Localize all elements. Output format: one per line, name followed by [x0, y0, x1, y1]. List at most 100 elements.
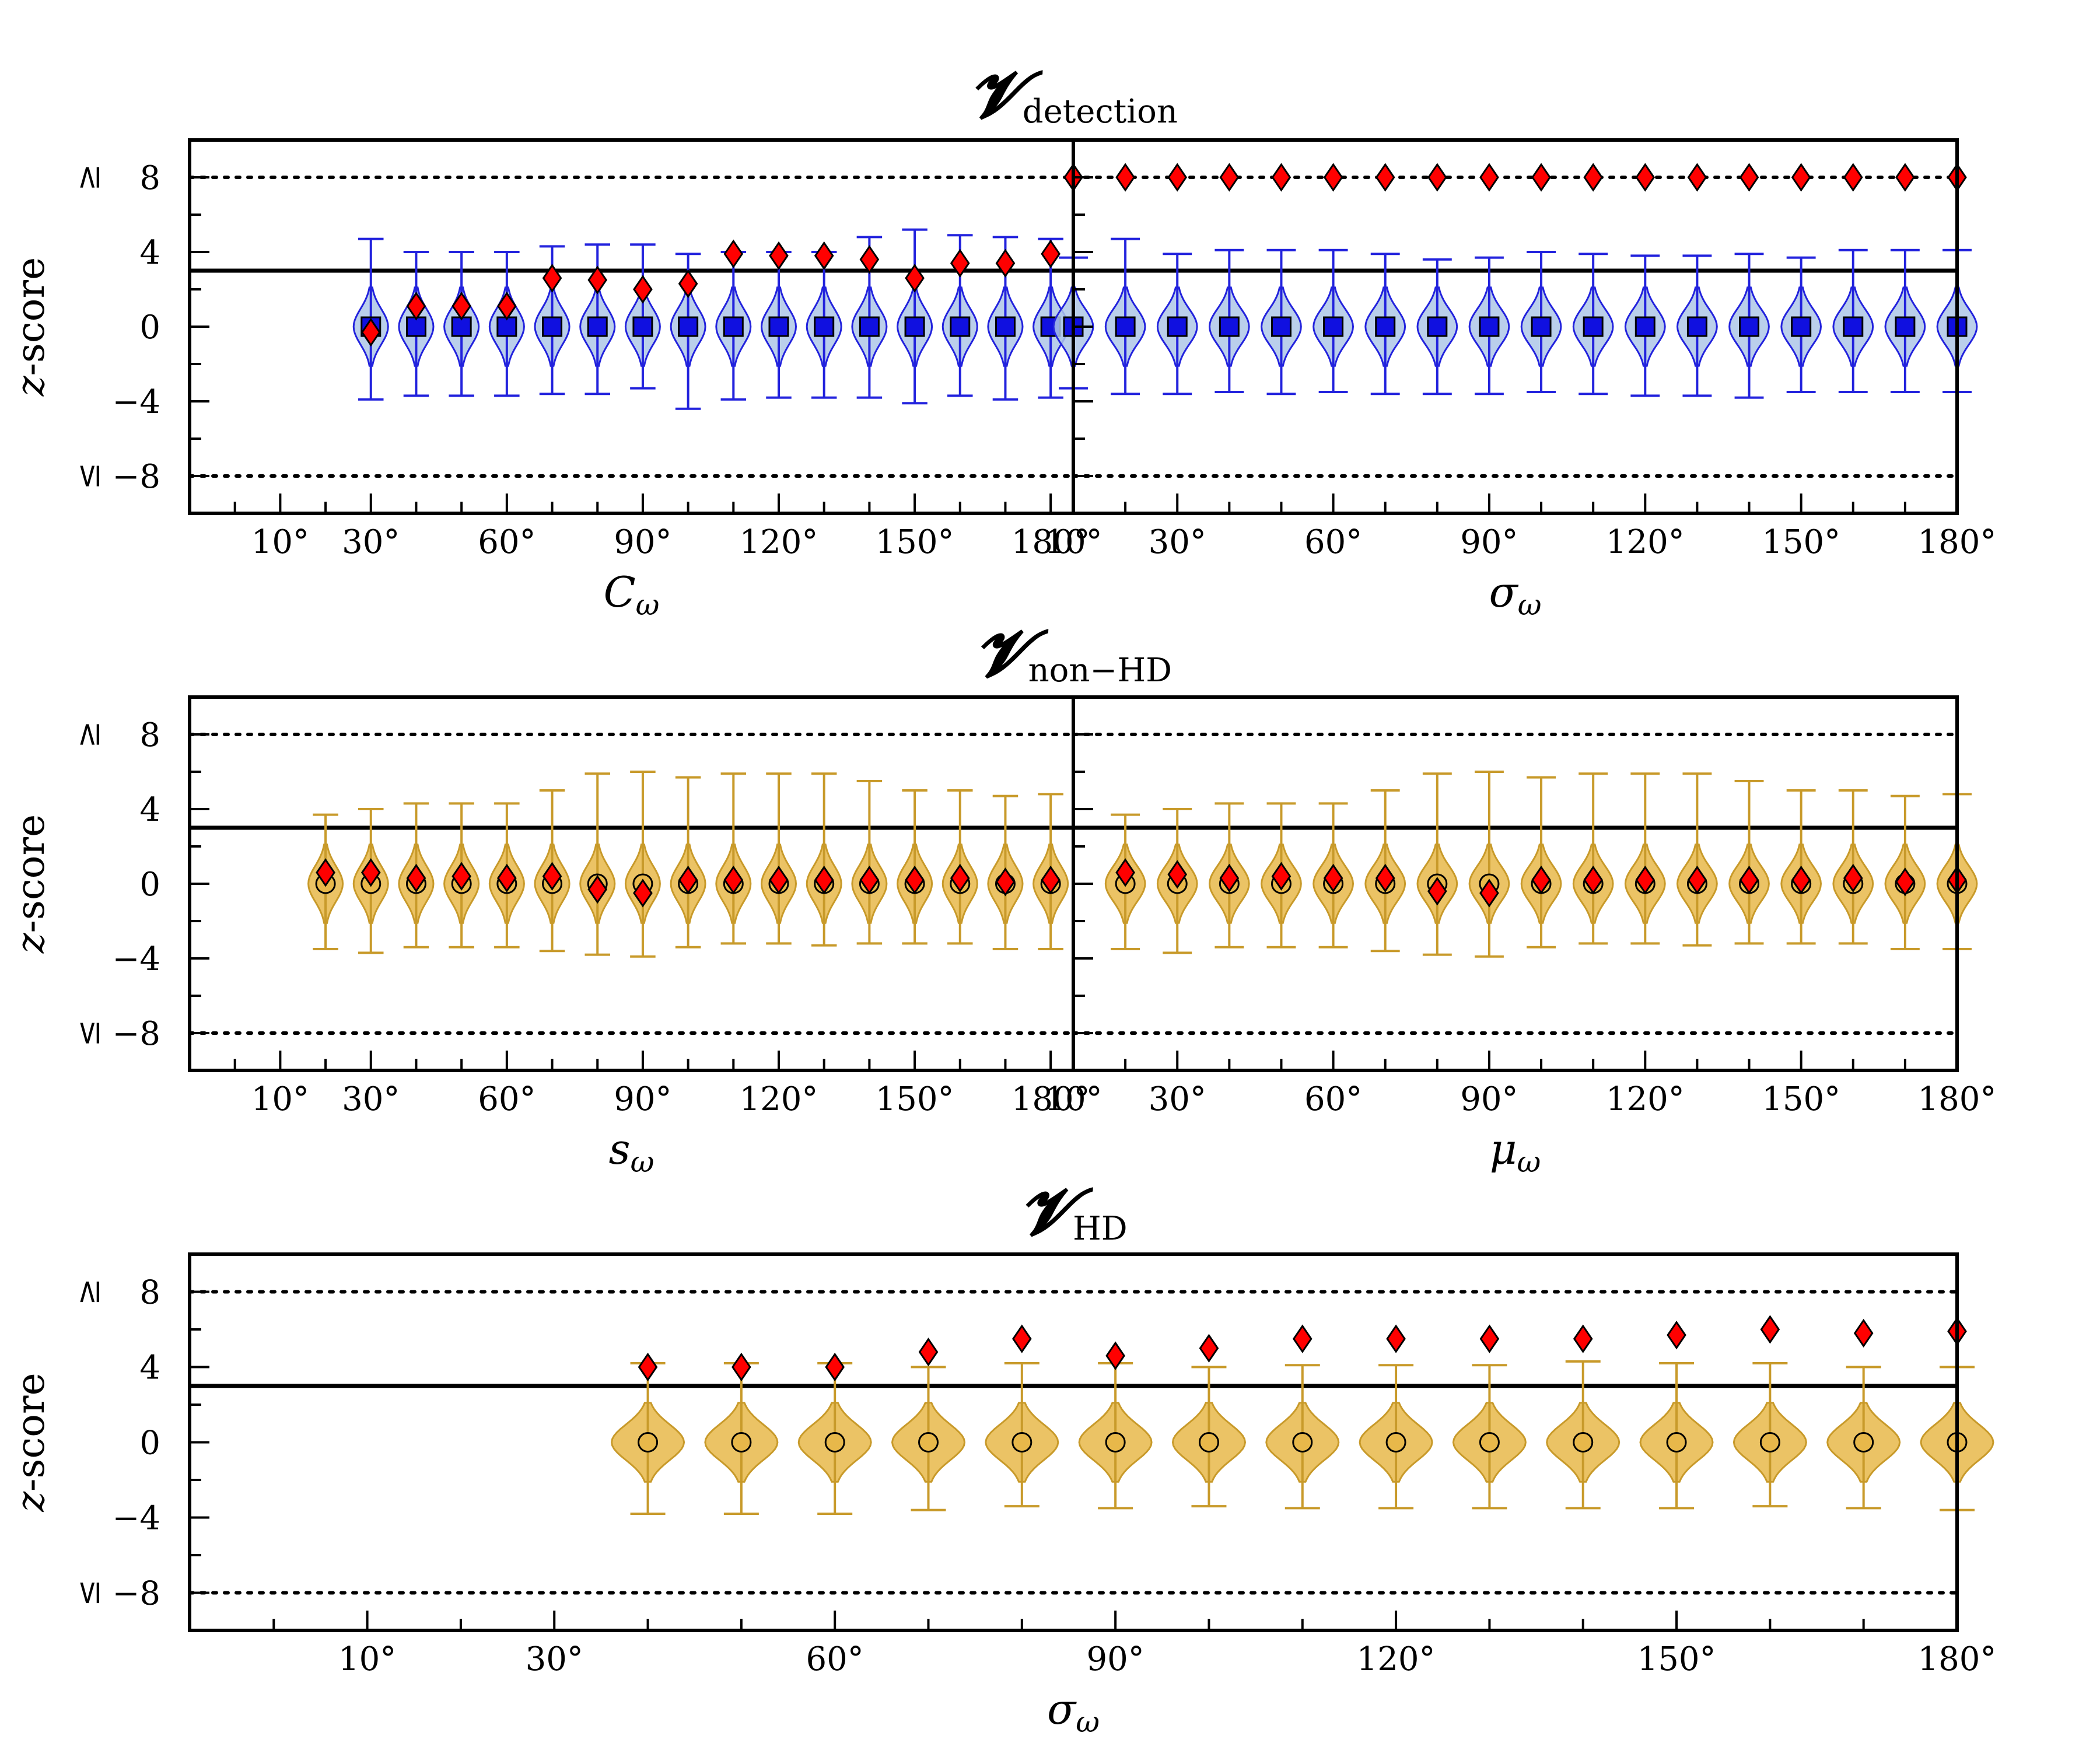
panel-nonhd-right: 10° 30° 60° 90° 120° 150° 180° μω — [1044, 695, 1996, 1179]
null-median-marker — [1479, 1432, 1500, 1452]
violin-80 — [1416, 163, 1458, 396]
null-median-marker — [1843, 316, 1864, 337]
observed-marker — [1853, 1318, 1874, 1348]
violin-130 — [806, 772, 842, 947]
violin-130 — [806, 241, 842, 399]
observed-marker — [950, 863, 970, 893]
x-tick-label: 150° — [1762, 1080, 1840, 1118]
observed-marker — [825, 1352, 845, 1382]
violin-70 — [1364, 789, 1406, 953]
null-median-marker — [859, 316, 880, 337]
violin-80 — [579, 243, 616, 396]
x-tick-label: 10° — [251, 1080, 309, 1118]
violin-70 — [534, 789, 570, 953]
observed-marker — [950, 249, 970, 278]
violin-150 — [1780, 789, 1822, 945]
violin-100 — [670, 776, 706, 949]
y-axis-label: z-score — [8, 257, 53, 397]
violin-160 — [942, 789, 978, 945]
y-tick-label-symbol: ≤ — [69, 463, 107, 490]
null-median-marker — [1666, 1432, 1687, 1452]
violin-160 — [1732, 1315, 1807, 1508]
x-tick-label: 90° — [1087, 1640, 1144, 1678]
x-tick-label: 90° — [1460, 1080, 1518, 1118]
x-tick-label: 150° — [876, 1080, 954, 1118]
violin-60 — [488, 251, 525, 397]
violin-110 — [1572, 163, 1614, 396]
null-median-marker — [542, 316, 563, 337]
observed-marker — [452, 862, 471, 891]
x-tick-label: 150° — [1637, 1640, 1716, 1678]
y-axis-label: z-score — [8, 814, 53, 954]
x-axis-label: sω — [609, 1125, 654, 1179]
x-tick-label: 180° — [1918, 1640, 1997, 1678]
violin-50 — [1261, 163, 1302, 396]
observed-marker — [587, 874, 608, 904]
violin-140 — [1728, 163, 1770, 399]
null-median-marker — [731, 1432, 752, 1452]
null-median-marker — [1198, 1432, 1219, 1452]
observed-marker — [1105, 1341, 1125, 1370]
observed-marker — [633, 878, 653, 908]
violin-80 — [579, 772, 616, 956]
violin-140 — [851, 236, 888, 399]
null-median-marker — [678, 316, 699, 337]
violin-150 — [1639, 1321, 1714, 1510]
violin-40 — [398, 802, 435, 949]
violin-60 — [1312, 802, 1354, 949]
null-median-marker — [814, 316, 835, 337]
violin-130 — [1452, 1324, 1527, 1510]
violin-170 — [1884, 794, 1926, 950]
observed-marker — [995, 249, 1016, 278]
violin-160 — [942, 234, 978, 397]
x-tick-label: 180° — [1012, 1080, 1090, 1118]
null-median-marker — [904, 316, 925, 337]
observed-marker — [497, 292, 517, 321]
observed-marker — [587, 265, 608, 295]
violin-40 — [1208, 802, 1250, 949]
x-axis-label: σω — [1489, 568, 1542, 622]
x-tick-label: 30° — [342, 1080, 400, 1118]
observed-marker — [1739, 163, 1759, 192]
observed-marker — [1292, 1324, 1312, 1353]
violin-110 — [1572, 772, 1614, 945]
observed-marker — [1115, 858, 1135, 887]
observed-marker — [732, 1352, 751, 1382]
observed-marker — [1895, 867, 1915, 897]
observed-marker — [723, 239, 744, 268]
violin-100 — [1171, 1334, 1247, 1508]
null-median-marker — [918, 1432, 939, 1452]
observed-marker — [1531, 163, 1551, 192]
observed-marker — [723, 865, 744, 895]
violin-40 — [1208, 163, 1250, 393]
observed-marker — [1167, 860, 1188, 889]
observed-marker — [1479, 163, 1499, 192]
observed-marker — [1219, 163, 1240, 192]
violin-90 — [1468, 163, 1510, 396]
y-tick-label: 8 — [139, 716, 160, 754]
x-tick-label: 10° — [251, 523, 309, 561]
x-tick-label: 10° — [338, 1640, 396, 1678]
violin-70 — [534, 245, 570, 396]
panel-frame — [1072, 138, 1959, 515]
observed-marker — [1167, 163, 1188, 192]
violin-90 — [1078, 1341, 1153, 1510]
y-tick-label: 0 — [139, 309, 160, 346]
violin-60 — [488, 802, 525, 949]
violin-120 — [1359, 1324, 1433, 1510]
violin-110 — [715, 772, 752, 945]
observed-marker — [638, 1352, 658, 1382]
violin-140 — [1546, 1324, 1620, 1510]
observed-marker — [1687, 163, 1707, 192]
violin-110 — [1265, 1324, 1340, 1510]
x-axis-label: μω — [1490, 1125, 1541, 1179]
observed-marker — [1791, 163, 1811, 192]
x-tick-label: 120° — [1357, 1640, 1436, 1678]
null-median-marker — [1167, 316, 1188, 337]
observed-marker — [1739, 865, 1759, 895]
violin-50 — [443, 802, 480, 949]
y-axis-label: z-score — [8, 1373, 53, 1512]
observed-marker — [1375, 863, 1395, 893]
null-median-marker — [950, 316, 971, 337]
observed-marker — [678, 269, 698, 299]
